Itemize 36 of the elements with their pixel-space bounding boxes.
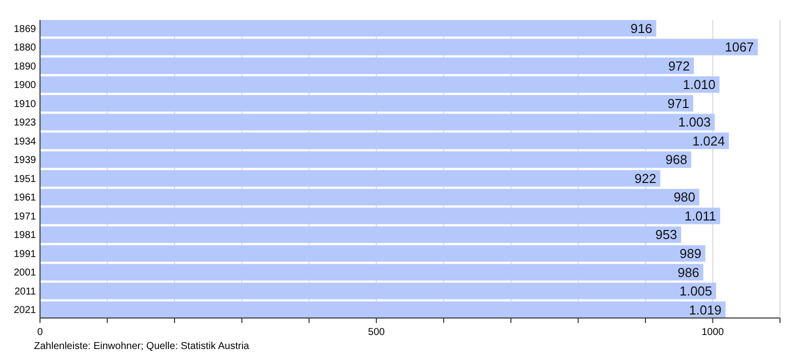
y-tick-label: 1934 xyxy=(14,136,36,148)
x-tick-label: 0 xyxy=(37,327,44,338)
text: Zahlenleiste: Einwohner; Quelle: Statistik Austria xyxy=(34,341,250,352)
data-label: 972 xyxy=(668,58,690,74)
x-tick-label: 1000 xyxy=(702,327,724,338)
y-tick-label: 1961 xyxy=(14,192,36,204)
y-tick-label: 2001 xyxy=(14,268,36,279)
y-tick-label: 1981 xyxy=(14,230,36,242)
y-tick-label: 1910 xyxy=(14,98,36,110)
y-tick-label: 1923 xyxy=(14,118,36,129)
y-tick-label: 1890 xyxy=(14,61,36,72)
y-tick-label: 1900 xyxy=(14,80,36,92)
data-label: 1067 xyxy=(724,40,754,55)
data-label: 1.003 xyxy=(678,114,711,130)
y-tick-label: 1971 xyxy=(14,211,36,222)
data-label: 986 xyxy=(678,264,700,280)
data-label: 989 xyxy=(680,246,702,261)
y-tick-label: 1869 xyxy=(14,24,36,35)
data-label: 1.024 xyxy=(692,133,725,148)
data-label: 953 xyxy=(655,227,678,242)
data-label: 968 xyxy=(665,152,688,168)
data-label: 980 xyxy=(674,190,696,205)
data-label: 1.011 xyxy=(684,208,716,224)
x-tick-label: 500 xyxy=(368,327,386,338)
y-tick-label: 1991 xyxy=(14,248,36,260)
data-label: 1.010 xyxy=(682,77,716,92)
data-label: 1.019 xyxy=(688,302,722,318)
data-label: 916 xyxy=(630,20,652,36)
data-label: 971 xyxy=(668,96,690,111)
data-label: 1.005 xyxy=(680,284,712,299)
y-tick-label: 2011 xyxy=(14,286,36,298)
y-tick-label: 2021 xyxy=(14,305,36,316)
y-tick-label: 1951 xyxy=(14,174,36,185)
data-label: 922 xyxy=(634,170,656,186)
y-tick-label: 1880 xyxy=(14,42,36,54)
y-tick-label: 1939 xyxy=(14,155,36,166)
